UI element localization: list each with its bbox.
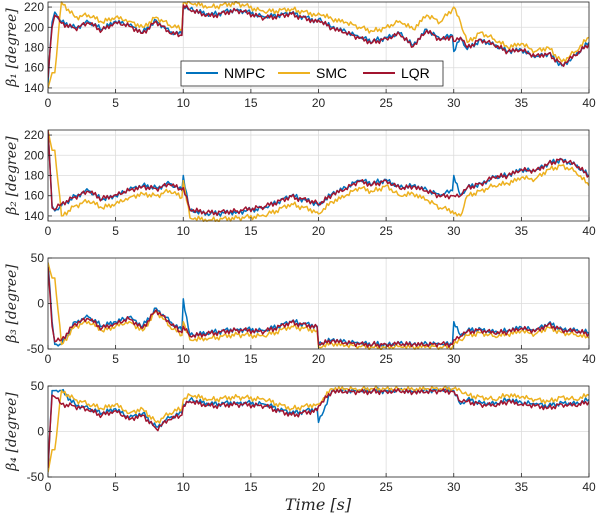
legend-entry-lqr: LQR: [401, 65, 430, 81]
x-tick-label: 40: [582, 480, 596, 494]
x-tick-label: 30: [447, 224, 461, 238]
y-tick-label: 180: [24, 169, 44, 183]
x-tick-label: 20: [312, 352, 326, 366]
x-tick-label: 10: [177, 480, 191, 494]
y-tick-label: 160: [24, 189, 44, 203]
x-tick-label: 25: [379, 96, 393, 110]
x-tick-label: 35: [515, 96, 529, 110]
y-tick-label: 140: [24, 81, 44, 95]
x-tick-label: 0: [45, 224, 52, 238]
y-tick-label: 220: [24, 0, 44, 14]
x-tick-label: 10: [177, 96, 191, 110]
x-tick-label: 15: [244, 96, 258, 110]
series-line-smc: [48, 129, 589, 222]
x-tick-label: 40: [582, 352, 596, 366]
series-line-smc: [48, 385, 589, 473]
x-tick-label: 5: [112, 96, 119, 110]
y-tick-label: 50: [31, 379, 45, 393]
y-tick-label: 160: [24, 61, 44, 75]
y-tick-label: -50: [27, 470, 45, 484]
y-axis-label: β₃ [degree]: [4, 264, 20, 344]
x-tick-label: 5: [112, 224, 119, 238]
legend-box: [180, 60, 444, 87]
x-tick-label: 0: [45, 480, 52, 494]
y-tick-label: 0: [37, 297, 44, 311]
x-tick-label: 10: [177, 224, 191, 238]
y-tick-label: 180: [24, 41, 44, 55]
x-axis-label: Time [s]: [285, 495, 352, 514]
y-axis-label: β₄ [degree]: [4, 392, 20, 472]
y-axis-label: β₁ [degree]: [4, 8, 20, 88]
y-tick-label: 200: [24, 148, 44, 162]
x-tick-label: 20: [312, 480, 326, 494]
legend: NMPC SMC LQR: [180, 60, 444, 87]
x-tick-label: 20: [312, 96, 326, 110]
series-group: [48, 1, 589, 89]
x-tick-label: 5: [112, 352, 119, 366]
x-tick-label: 35: [515, 480, 529, 494]
y-tick-label: 50: [31, 251, 45, 265]
panel-1: 0 5 10 15 20 25 30 35 40 140 160 180 200 220 β₁ [degre…: [4, 0, 596, 110]
x-tick-label: 0: [45, 352, 52, 366]
series-group: [48, 262, 589, 350]
series-line-smc: [48, 262, 589, 350]
series-group: [48, 129, 589, 222]
x-tick-label: 20: [312, 224, 326, 238]
y-tick-label: 200: [24, 20, 44, 34]
x-tick-label: 30: [447, 480, 461, 494]
x-tick-label: 0: [45, 96, 52, 110]
x-tick-label: 30: [447, 96, 461, 110]
x-tick-label: 10: [177, 352, 191, 366]
x-tick-label: 25: [379, 480, 393, 494]
x-tick-label: 5: [112, 480, 119, 494]
x-tick-label: 15: [244, 352, 258, 366]
y-tick-label: 0: [37, 425, 44, 439]
x-tick-label: 40: [582, 96, 596, 110]
panel-2: 0 5 10 15 20 25 30 35 40 140 160 180 200 220 β₂ [degre…: [4, 128, 596, 238]
y-tick-label: 220: [24, 128, 44, 142]
x-tick-label: 35: [515, 352, 529, 366]
x-tick-label: 35: [515, 224, 529, 238]
x-tick-label: 25: [379, 224, 393, 238]
legend-entry-nmpc: NMPC: [224, 65, 265, 81]
legend-entry-smc: SMC: [316, 65, 347, 81]
y-axis-label: β₂ [degree]: [4, 136, 20, 216]
x-tick-label: 15: [244, 224, 258, 238]
x-tick-label: 30: [447, 352, 461, 366]
series-line-smc: [48, 1, 589, 89]
y-tick-label: 140: [24, 209, 44, 223]
x-tick-label: 25: [379, 352, 393, 366]
y-tick-label: -50: [27, 342, 45, 356]
series-line-lqr: [48, 267, 589, 349]
series-group: [48, 385, 589, 473]
series-line-lqr: [48, 129, 589, 216]
x-tick-label: 40: [582, 224, 596, 238]
series-line-lqr: [48, 4, 589, 78]
series-line-lqr: [48, 387, 589, 468]
x-tick-label: 15: [244, 480, 258, 494]
